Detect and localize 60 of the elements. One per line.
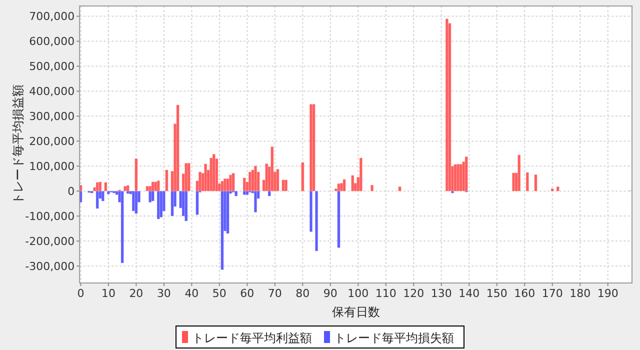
x-tick-label: 60 [240,287,254,300]
bar [550,188,554,192]
bar [248,172,252,192]
x-tick-label: 170 [542,287,563,300]
bar [282,180,285,192]
bar [459,164,462,192]
x-tick-label: 30 [156,287,171,300]
y-tick-label: 300,000 [29,110,75,124]
y-tick-label: 500,000 [29,60,75,74]
x-tick-label: 100 [348,287,369,300]
bar [351,175,354,192]
y-tick-label: 600,000 [29,35,75,48]
x-tick-label: 10 [101,287,116,300]
bar [284,180,288,192]
x-tick-label: 190 [597,287,618,300]
x-tick-label: 130 [430,287,452,300]
bar [370,184,374,192]
y-tick-label: -200,000 [25,235,75,248]
x-tick-label: 160 [514,287,536,300]
x-tick-label: 110 [375,287,396,300]
bar [534,174,538,192]
bar [526,172,529,192]
bar [454,164,457,192]
x-tick-label: 90 [323,287,338,300]
y-tick-label: 100,000 [29,160,75,174]
y-tick-label: 0 [68,185,75,198]
x-axis-title: 保有日数 [332,305,380,319]
bar [398,186,402,192]
y-axis-title: トレード毎平均損益額 [11,84,25,204]
x-tick-label: 150 [486,287,508,300]
y-tick-label: -300,000 [25,260,75,274]
bar [132,190,136,212]
y-tick-label: 200,000 [29,135,75,148]
y-tick-label: -100,000 [25,210,75,224]
bar [445,18,449,192]
bar [251,170,254,192]
x-tick-label: 70 [268,287,282,300]
legend-label: トレード毎平均損失額 [334,331,454,345]
bar [556,186,560,192]
x-tick-label: 50 [212,287,226,300]
bar [464,156,468,192]
bar [126,185,130,192]
bar [301,162,304,192]
y-tick-label: 700,000 [29,10,75,24]
bar [276,168,280,192]
bar [215,158,218,192]
x-tick-label: 20 [129,287,144,300]
bar [517,154,521,192]
legend-label: トレード毎平均利益額 [192,331,312,345]
x-tick-label: 180 [570,287,591,300]
x-tick-label: 120 [403,287,424,300]
y-tick-label: 400,000 [29,85,75,98]
x-tick-label: 40 [184,287,199,300]
x-tick-label: 0 [77,287,84,300]
x-tick-label: 80 [296,287,310,300]
x-tick-label: 140 [458,287,480,300]
bar [242,178,246,192]
bar [212,154,216,192]
bar [359,158,363,192]
bar [342,179,346,192]
